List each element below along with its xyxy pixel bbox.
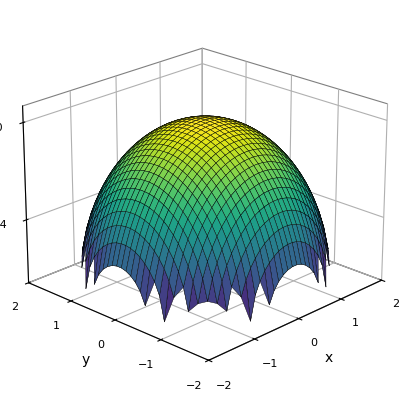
Y-axis label: y: y <box>82 353 90 367</box>
X-axis label: x: x <box>324 351 333 365</box>
